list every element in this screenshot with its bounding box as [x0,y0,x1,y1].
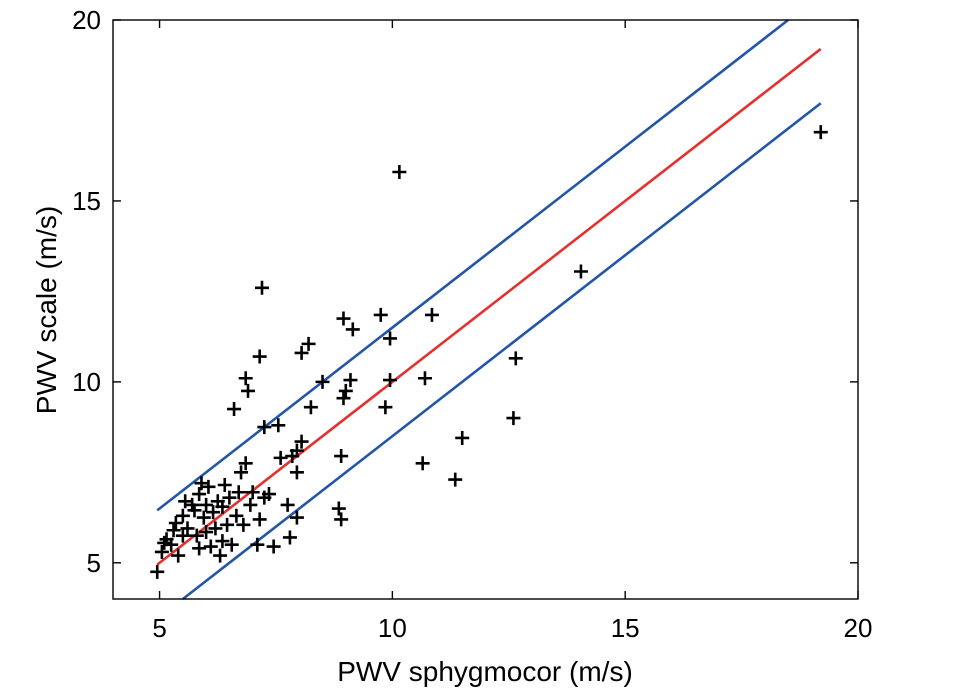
data-point [245,485,260,500]
data-point [199,497,214,512]
data-point [378,400,393,415]
data-point [164,537,179,552]
data-point [171,548,186,563]
data-point [303,400,318,415]
data-point [255,280,269,295]
data-point [573,264,588,279]
data-point [220,517,235,532]
y-tick-label: 5 [87,548,101,578]
data-point [294,345,309,360]
data-point [508,351,523,366]
data-point [168,516,183,531]
data-point [261,487,276,502]
data-point [448,472,463,487]
y-tick-label: 10 [72,367,101,397]
data-point [250,537,265,552]
data-point [334,512,349,527]
data-point [206,505,221,520]
data-point [455,430,470,445]
data-point [271,418,286,433]
x-tick-label: 5 [152,613,166,643]
upper-limit-line [156,18,789,512]
data-point [506,411,521,426]
data-point [415,456,430,471]
data-point [373,307,388,322]
data-point [238,371,253,386]
identity-line [156,47,822,566]
data-point [280,497,295,512]
data-point [201,479,216,494]
data-point [217,478,232,493]
data-point [192,487,207,502]
data-point [252,349,267,364]
data-point [234,465,249,480]
data-point [813,125,828,140]
data-point [231,485,246,500]
data-point [392,164,407,179]
data-point [224,537,239,552]
data-point [196,510,211,525]
data-point [208,521,223,536]
data-point [229,508,244,523]
data-point [273,450,288,465]
lines-layer [156,18,822,601]
data-point [334,449,349,464]
data-point [192,541,207,556]
data-point [289,465,304,480]
x-axis-label: PWV sphygmocor (m/s) [337,656,633,687]
data-point [189,528,204,543]
data-point [222,490,237,505]
data-point [215,534,230,549]
data-point [257,420,272,435]
data-point [154,544,169,559]
y-tick-label: 15 [72,186,101,216]
data-point [266,539,281,554]
y-axis-label: PWV scale (m/s) [31,206,62,414]
data-point [343,373,358,388]
data-point [150,564,165,579]
data-point [180,521,195,536]
data-point [383,373,398,388]
data-point [227,402,242,417]
data-point [241,383,256,398]
data-point [203,539,218,554]
ticks-layer: 5 10 15 20 5 10 15 20 [72,5,872,643]
x-tick-label: 10 [378,613,407,643]
y-tick-label: 20 [72,5,101,35]
data-point [199,525,214,540]
data-point [331,501,346,516]
data-point [289,443,304,458]
data-point [345,322,360,337]
points-layer [150,125,828,579]
data-point [315,374,330,389]
data-point [282,530,297,545]
data-point [175,528,190,543]
plot-frame [112,19,859,600]
data-point [301,336,316,351]
data-point [238,456,253,471]
data-point [215,499,230,514]
lower-limit-line [182,102,822,601]
data-point [336,311,351,326]
data-point [213,548,228,563]
x-tick-label: 15 [611,613,640,643]
data-point [243,497,258,512]
data-point [289,510,304,525]
data-point [294,434,309,449]
data-point [424,307,439,322]
data-point [236,517,251,532]
data-point [187,503,202,518]
data-point [175,508,190,523]
data-point [338,383,353,398]
data-point [252,512,267,527]
x-tick-label: 20 [844,613,873,643]
data-point [166,523,181,538]
data-point [336,391,351,406]
data-point [417,371,432,386]
data-point [383,331,398,346]
